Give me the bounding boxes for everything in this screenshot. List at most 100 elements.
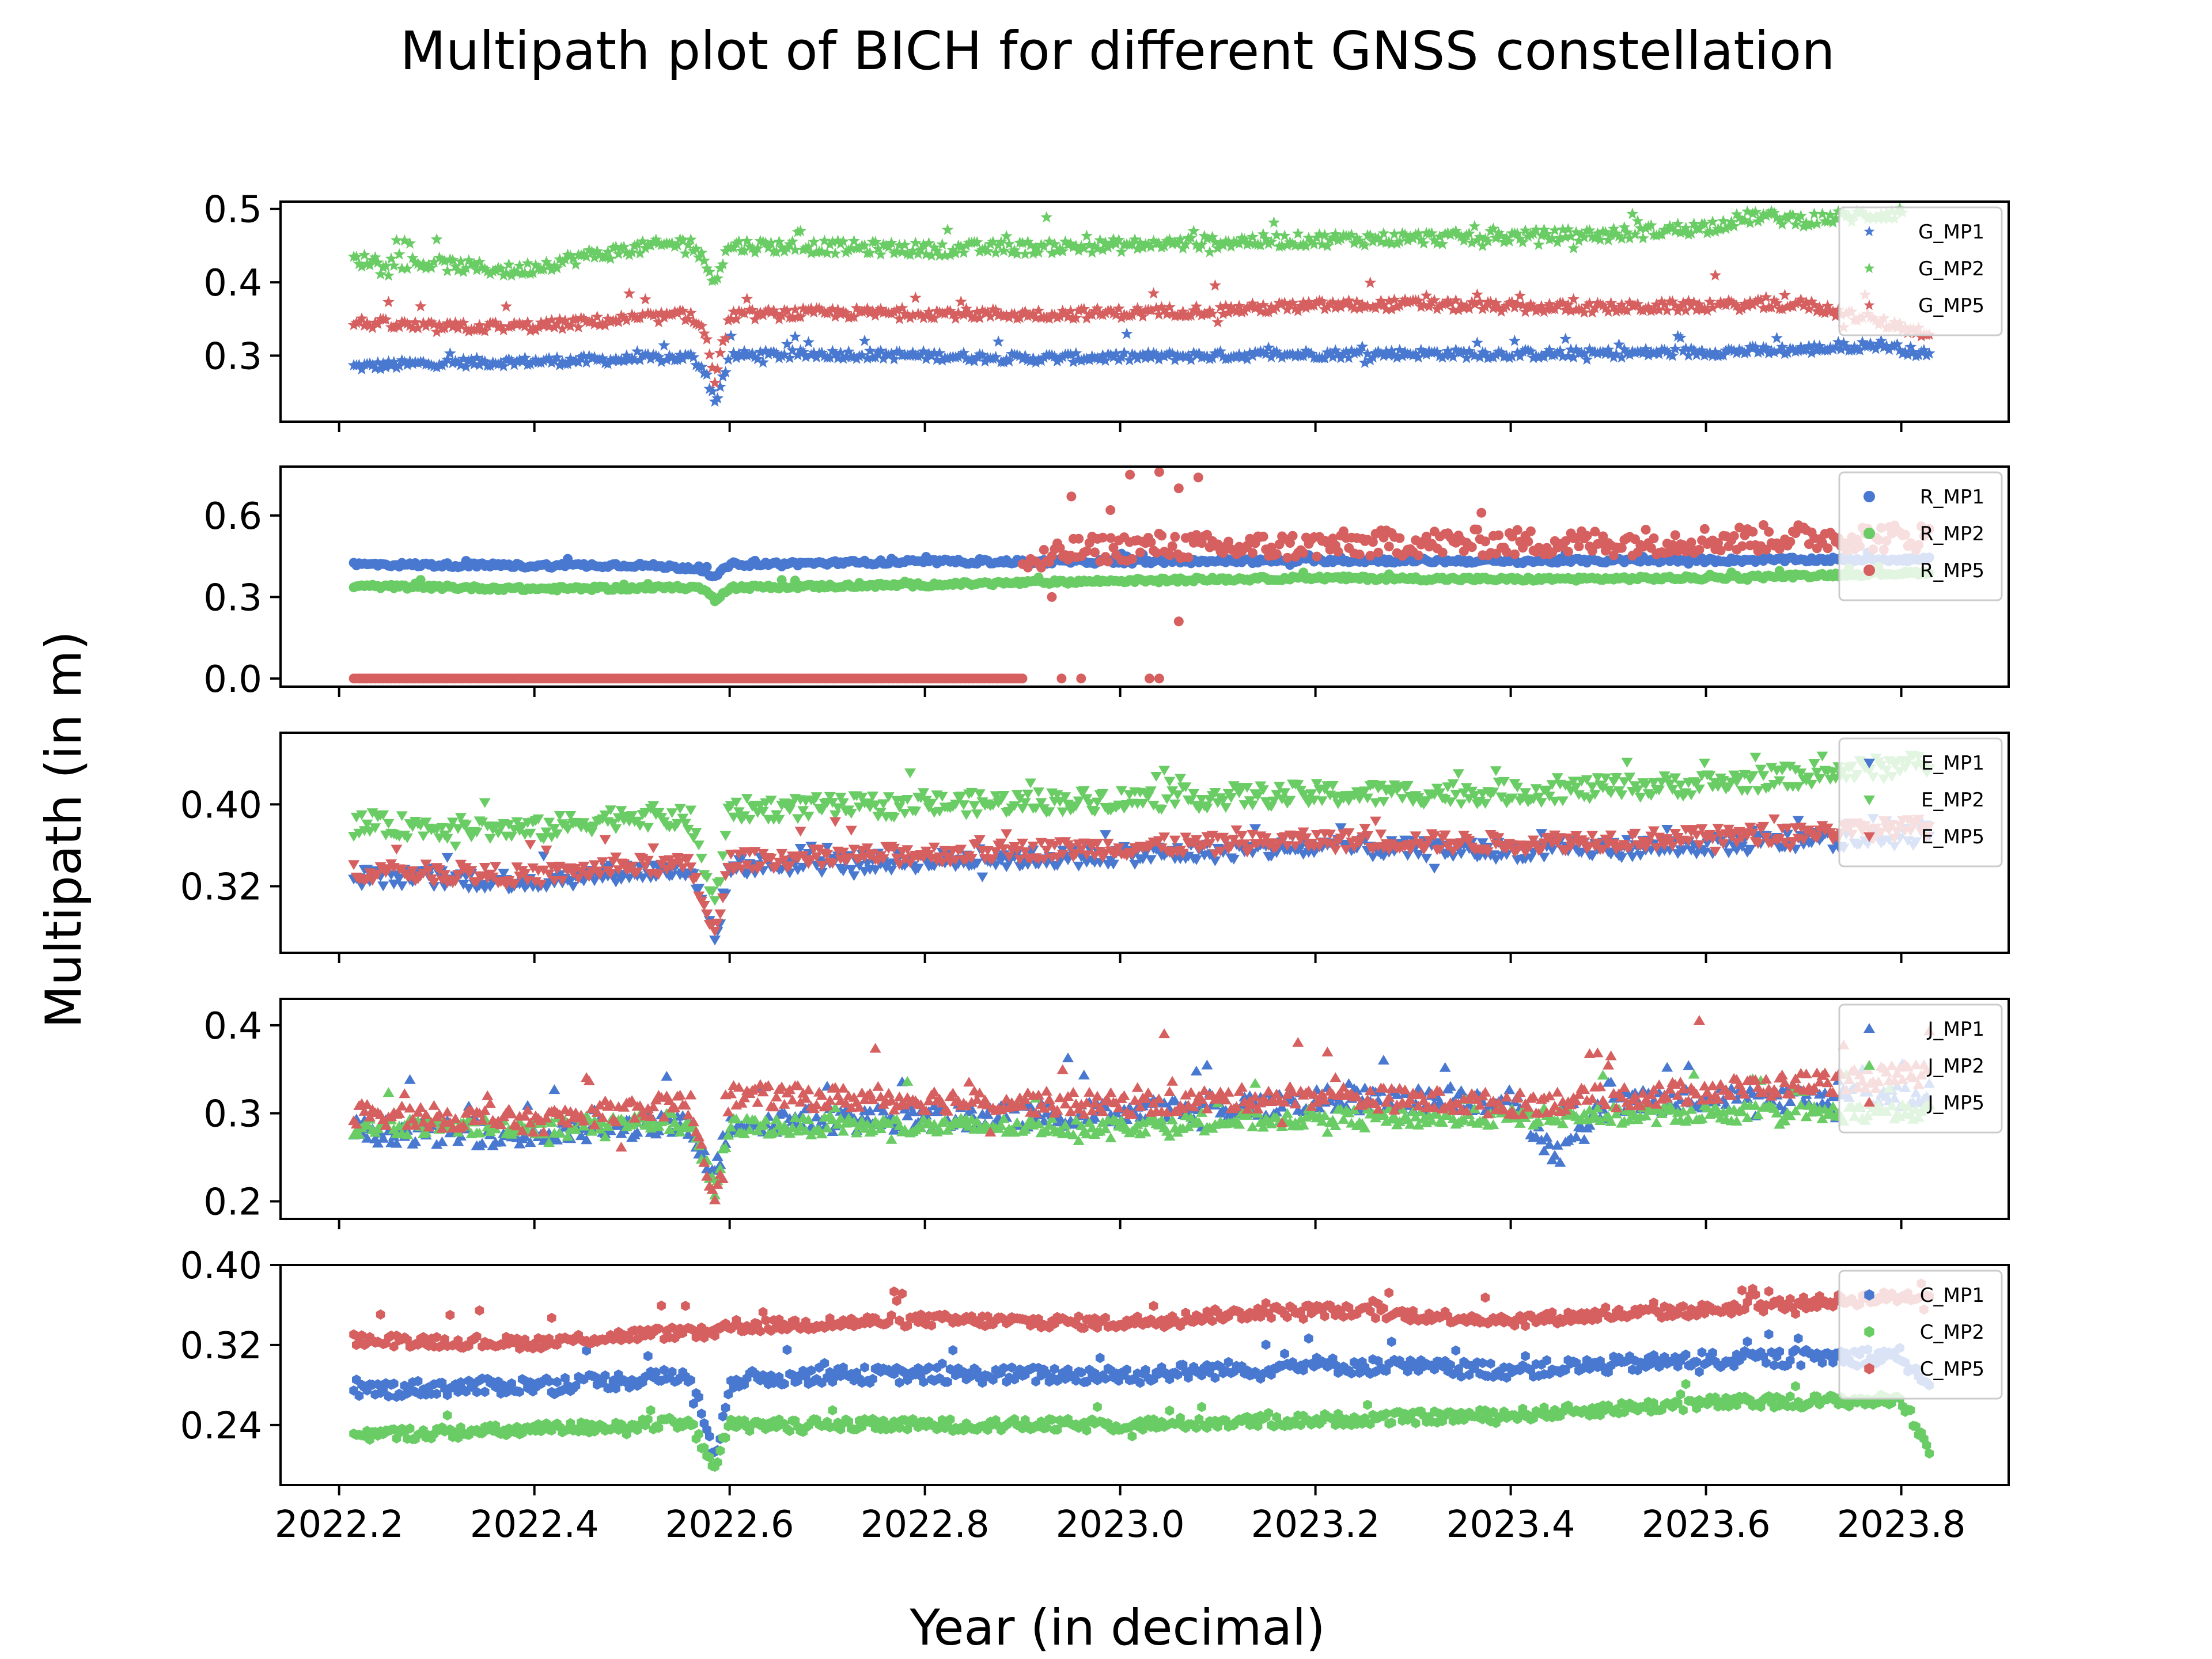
data-point <box>1175 774 1186 784</box>
data-point <box>1260 232 1272 244</box>
data-point <box>974 245 986 257</box>
data-point <box>936 791 948 802</box>
data-point <box>1760 291 1772 302</box>
data-point <box>1543 791 1555 802</box>
data-point <box>1674 331 1687 343</box>
data-point <box>1415 343 1427 355</box>
data-point <box>1157 531 1167 541</box>
data-point <box>1714 223 1727 235</box>
data-point <box>527 267 539 278</box>
data-point <box>540 255 552 267</box>
data-point <box>1771 211 1783 224</box>
data-point <box>1666 295 1679 307</box>
data-point <box>513 354 526 365</box>
data-point <box>1599 226 1612 238</box>
y-tick-label: 0.3 <box>203 335 262 378</box>
data-point <box>1073 796 1085 806</box>
y-tick-label: 0.3 <box>203 577 262 619</box>
data-point <box>1217 308 1229 320</box>
data-point <box>521 257 534 269</box>
data-point <box>1380 345 1392 357</box>
data-point <box>944 305 957 317</box>
data-point <box>1367 852 1379 862</box>
data-point <box>863 344 876 357</box>
data-point <box>1412 294 1425 306</box>
data-point <box>1447 779 1459 789</box>
data-point <box>1805 295 1818 307</box>
data-point <box>775 241 788 253</box>
data-point <box>1457 302 1470 313</box>
data-point <box>1717 214 1730 226</box>
data-point <box>1065 348 1077 360</box>
data-point <box>1546 232 1558 244</box>
data-point <box>1449 294 1462 306</box>
data-point <box>722 862 734 873</box>
data-point <box>1112 233 1125 245</box>
data-point <box>693 840 705 851</box>
data-point <box>527 863 539 873</box>
data-point <box>701 909 713 919</box>
data-point <box>1434 788 1446 798</box>
data-point <box>930 245 943 256</box>
data-point <box>1266 543 1277 552</box>
data-point <box>626 811 638 821</box>
data-point <box>1027 307 1040 319</box>
data-point <box>1298 548 1309 558</box>
data-point <box>1153 308 1165 320</box>
data-point <box>757 849 769 859</box>
data-point <box>1062 310 1074 323</box>
data-point <box>1551 773 1563 783</box>
data-point <box>374 362 387 374</box>
data-point <box>1487 222 1499 234</box>
data-point <box>990 791 1002 801</box>
data-point <box>925 249 938 261</box>
data-point <box>933 347 946 358</box>
data-point <box>543 352 555 363</box>
data-point <box>902 795 914 805</box>
data-point <box>1150 772 1162 782</box>
data-point <box>754 306 767 318</box>
data-point <box>1105 505 1116 515</box>
data-point <box>460 360 472 372</box>
data-point <box>1125 469 1135 480</box>
data-point <box>1575 303 1588 315</box>
data-point <box>1455 799 1467 809</box>
data-point <box>1546 845 1558 855</box>
data-point <box>794 225 807 237</box>
data-point <box>1327 350 1339 362</box>
data-point <box>1340 346 1353 357</box>
y-axis-label: Multipath (in m) <box>35 631 93 1028</box>
data-point <box>1776 218 1789 230</box>
data-point <box>767 346 780 358</box>
data-point <box>1749 206 1762 218</box>
data-point <box>684 348 697 360</box>
data-point <box>390 361 403 373</box>
data-point <box>1591 227 1604 239</box>
data-point <box>693 891 705 902</box>
data-point <box>1493 226 1505 238</box>
data-point <box>620 246 633 258</box>
data-point <box>1283 298 1296 310</box>
data-point <box>1444 297 1457 309</box>
data-point <box>1372 232 1385 244</box>
data-point <box>1084 799 1096 809</box>
data-point <box>1161 794 1173 805</box>
data-point <box>1733 343 1745 355</box>
data-point <box>1329 228 1342 240</box>
data-point <box>1626 207 1639 219</box>
data-point <box>439 870 450 880</box>
data-point <box>1316 238 1328 250</box>
data-point <box>976 349 988 361</box>
data-point <box>460 820 472 831</box>
data-point <box>835 793 847 803</box>
data-point <box>749 351 762 362</box>
data-point <box>425 316 438 328</box>
data-point <box>1736 842 1748 852</box>
data-point <box>1244 347 1256 359</box>
data-point <box>380 361 392 373</box>
data-point <box>1563 547 1573 557</box>
data-point <box>404 237 416 249</box>
data-point <box>802 336 815 348</box>
data-point <box>377 261 389 273</box>
